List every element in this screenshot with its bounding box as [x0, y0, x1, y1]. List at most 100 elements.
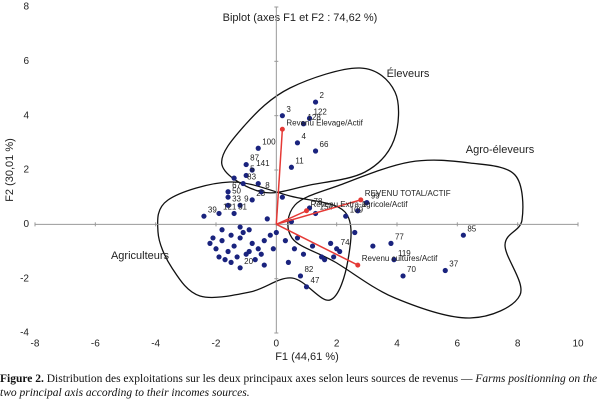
- point: [255, 180, 261, 187]
- y-tick-label: 8: [23, 2, 29, 13]
- caption-label: Figure 2.: [0, 373, 44, 385]
- point: [246, 248, 252, 255]
- point-label: 2: [320, 91, 325, 100]
- point: [300, 251, 307, 257]
- point: [231, 175, 237, 181]
- x-tick-label: -4: [151, 339, 160, 350]
- y-tick-label: -4: [20, 328, 29, 339]
- point: [219, 238, 225, 244]
- point: [213, 246, 219, 252]
- point-label: 20: [244, 257, 253, 266]
- vector-tip: [358, 197, 364, 203]
- point: [237, 235, 243, 241]
- point: [255, 246, 261, 252]
- point-label: 47: [311, 276, 320, 285]
- point: [391, 257, 397, 263]
- point: [300, 121, 307, 127]
- x-tick-label: -8: [31, 339, 40, 350]
- point: [460, 232, 466, 238]
- x-tick-label: 0: [274, 339, 280, 350]
- point: [282, 238, 288, 244]
- group-outline: [287, 159, 524, 319]
- point-label: 141: [256, 159, 270, 168]
- point: [306, 115, 313, 121]
- point-label: 85: [467, 224, 476, 233]
- group-label: Agro-éleveurs: [466, 144, 535, 156]
- point: [243, 172, 249, 179]
- point: [216, 254, 222, 260]
- vector-label: Revenu cultures/Actif: [362, 254, 438, 263]
- point: [231, 210, 237, 217]
- point: [225, 194, 231, 200]
- vector: [276, 210, 307, 226]
- point-label: 31: [238, 203, 247, 212]
- point: [207, 240, 213, 246]
- vector-tip: [304, 208, 309, 214]
- point: [237, 202, 243, 208]
- point: [225, 248, 231, 255]
- point: [219, 227, 225, 233]
- point-label: 66: [320, 140, 329, 149]
- vector-label: Revenu Extra-agricole/Actif: [311, 200, 409, 209]
- vector-label: REVENU TOTAL/ACTIF: [365, 189, 451, 198]
- point-label: 77: [395, 232, 404, 241]
- point: [240, 229, 246, 236]
- point-label: 5: [250, 165, 255, 174]
- point: [249, 167, 255, 173]
- point: [303, 284, 310, 290]
- point: [270, 246, 276, 252]
- chart-title: Biplot (axes F1 et F2 : 74,62 %): [223, 12, 378, 24]
- y-tick-label: 6: [23, 56, 29, 67]
- y-tick-label: 2: [23, 165, 29, 176]
- point: [243, 161, 249, 168]
- x-tick-label: -6: [91, 339, 100, 350]
- point: [246, 227, 252, 233]
- point: [388, 240, 394, 246]
- point-label: 119: [398, 249, 411, 258]
- point: [225, 189, 231, 195]
- point: [249, 197, 255, 203]
- vector: [276, 199, 362, 226]
- point: [288, 164, 295, 170]
- point: [312, 148, 319, 154]
- point: [364, 200, 370, 206]
- point: [352, 229, 358, 236]
- group-outline: [221, 67, 400, 194]
- point: [225, 202, 231, 208]
- point-label: 74: [341, 238, 350, 247]
- x-tick-label: 8: [515, 339, 521, 350]
- point: [294, 140, 301, 146]
- point: [279, 113, 285, 119]
- vector: [275, 129, 284, 225]
- point: [355, 208, 361, 214]
- point: [216, 210, 222, 217]
- point-label: 8: [265, 181, 270, 190]
- x-tick-label: 4: [394, 339, 400, 350]
- point: [231, 243, 237, 249]
- point: [255, 145, 261, 151]
- vector-label: Revenu Elevage/Actif: [286, 118, 363, 127]
- point: [258, 189, 264, 195]
- point-label: 23: [256, 189, 265, 198]
- point-label: 87: [250, 154, 259, 163]
- point-label: 37: [449, 260, 458, 269]
- caption-english: Farms positionning on the two principal …: [0, 373, 598, 399]
- point: [370, 243, 376, 249]
- point-label: 121: [223, 203, 237, 212]
- point: [273, 229, 279, 236]
- point: [252, 257, 258, 263]
- point: [285, 259, 291, 265]
- point-label: 128: [307, 113, 321, 122]
- point-label: 11: [295, 156, 304, 165]
- point-label: 99: [371, 192, 380, 201]
- point: [261, 238, 267, 244]
- point: [400, 273, 406, 279]
- caption-text: Distribution des exploitations sur les d…: [46, 373, 473, 385]
- point: [228, 259, 234, 265]
- point: [337, 248, 343, 255]
- point-label: 67: [232, 181, 241, 190]
- x-axis-label: F1 (44,61 %): [275, 351, 339, 363]
- point: [291, 246, 298, 252]
- point-label: 39: [208, 205, 217, 214]
